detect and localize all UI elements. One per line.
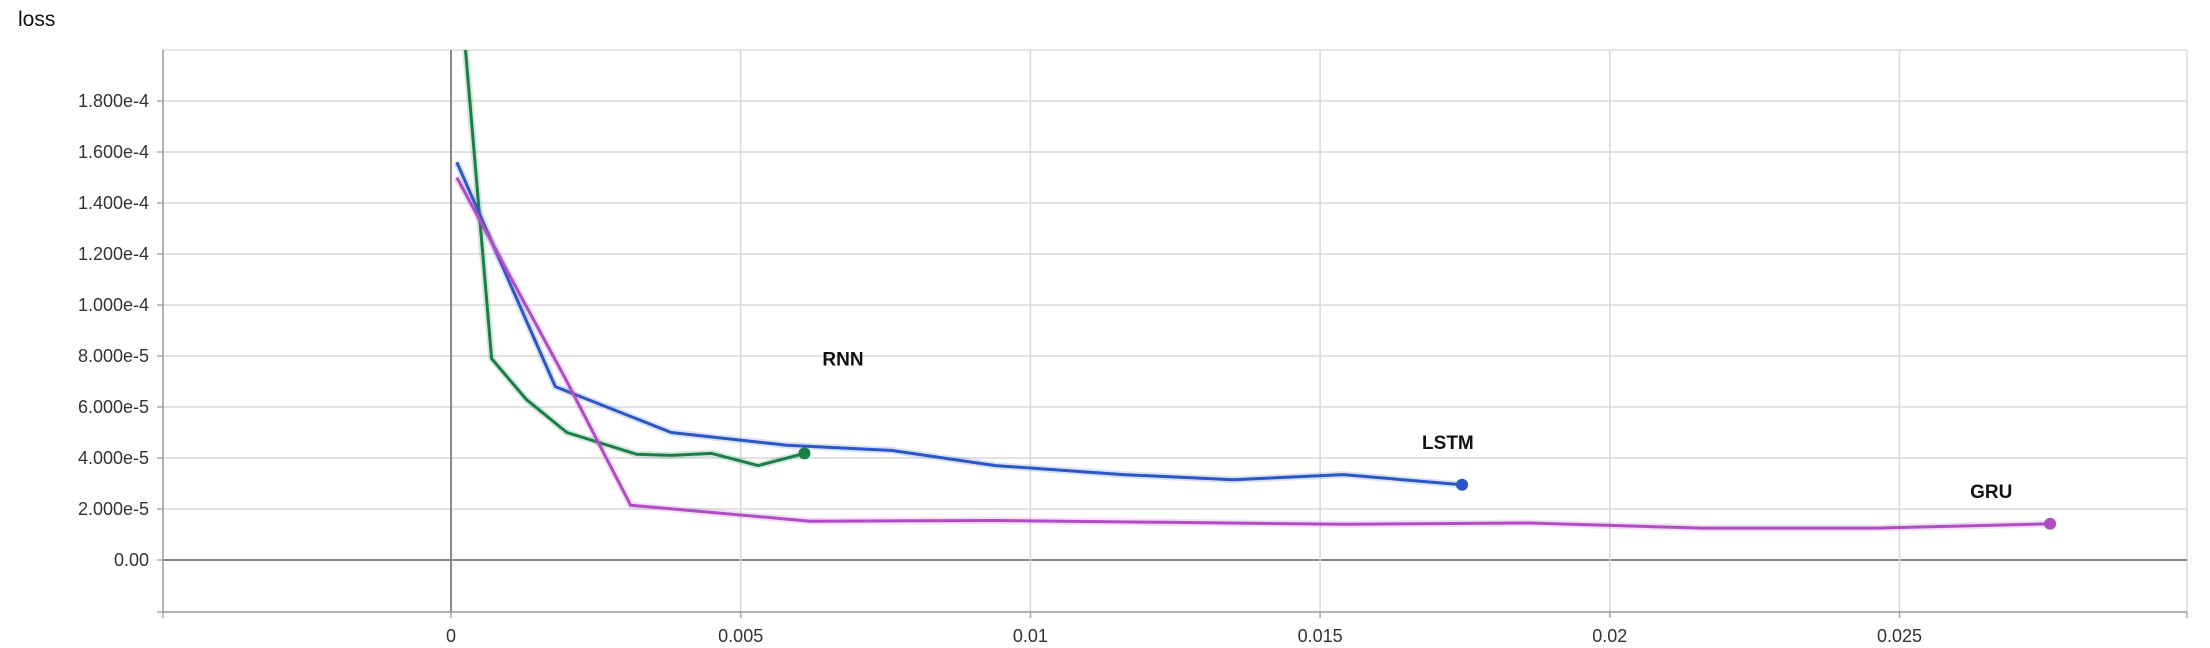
rnn-series-shadow (462, 50, 806, 470)
y-tick-label: 4.000e-5 (78, 448, 149, 468)
x-tick-label: 0.01 (1013, 626, 1048, 646)
y-tick-label: 1.800e-4 (78, 91, 149, 111)
y-tick-label: 1.200e-4 (78, 244, 149, 264)
x-tick-label: 0 (446, 626, 456, 646)
grid-lines (163, 49, 2188, 612)
gru-label: GRU (1970, 482, 2012, 503)
y-tick-label: 8.000e-5 (78, 346, 149, 366)
y-tick-label: 1.000e-4 (78, 295, 149, 315)
series-lines (453, 50, 2057, 532)
x-tick-label: 0.02 (1592, 626, 1627, 646)
gru-series-line (455, 176, 2051, 530)
lstm-label: LSTM (1422, 433, 1474, 454)
lstm-series-line (455, 161, 1463, 487)
gru-end-point (2044, 517, 2057, 530)
rnn-end-point (798, 447, 811, 460)
y-tick-label: 0.00 (114, 550, 149, 570)
x-tick-label: 0.005 (718, 626, 763, 646)
y-tick-label: 1.600e-4 (78, 142, 149, 162)
lstm-series-shadow (453, 160, 1463, 489)
lstm-end-point (1456, 478, 1469, 491)
axes (157, 50, 2188, 618)
x-tick-label: 0.015 (1298, 626, 1343, 646)
x-tick-label: 0.025 (1877, 626, 1922, 646)
y-tick-label: 6.000e-5 (78, 397, 149, 417)
y-tick-label: 2.000e-5 (78, 499, 149, 519)
y-tick-label: 1.400e-4 (78, 193, 149, 213)
rnn-series-line (464, 50, 805, 468)
x-tick-labels: 0 0.005 0.01 0.015 0.02 0.025 (446, 626, 1922, 646)
y-tick-labels: 1.800e-4 1.600e-4 1.400e-4 1.200e-4 1.000e-4… (78, 91, 149, 570)
series-labels: RNN LSTM GRU (822, 349, 2012, 502)
chart-title: loss (18, 8, 56, 31)
rnn-label: RNN (822, 349, 863, 370)
